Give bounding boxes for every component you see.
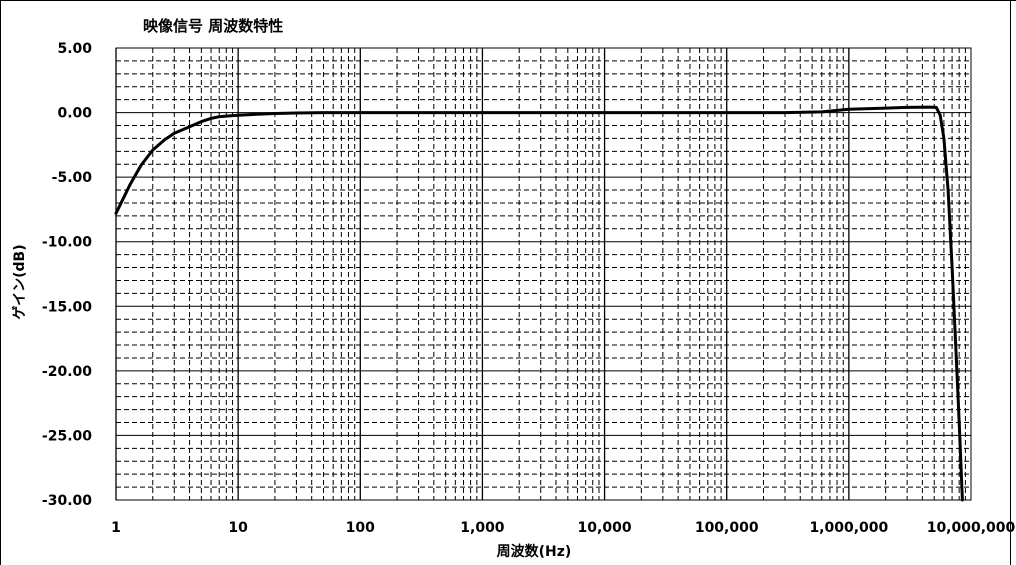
x-tick-label: 10,000 bbox=[578, 520, 632, 536]
grid-layer bbox=[115, 47, 971, 501]
y-tick-label: -20.00 bbox=[42, 364, 92, 380]
x-tick-label: 1,000 bbox=[460, 520, 505, 536]
series-line bbox=[114, 105, 964, 502]
x-tick-label: 10 bbox=[228, 520, 248, 536]
x-tick-label: 10,000,000 bbox=[927, 520, 1016, 536]
chart-title: 映像信号 周波数特性 bbox=[143, 17, 283, 35]
y-tick-label: -30.00 bbox=[42, 493, 92, 509]
y-axis-label: ゲイン(dB) bbox=[11, 244, 28, 319]
y-tick-label: -10.00 bbox=[42, 235, 92, 251]
x-axis-label: 周波数(Hz) bbox=[497, 543, 572, 560]
y-tick-label: 0.00 bbox=[57, 106, 92, 122]
y-tick-label: 5.00 bbox=[57, 41, 92, 57]
tick-labels: 5.00 0.00 -5.00 -10.00 -15.00 -20.00 -25.00 -30… bbox=[42, 41, 1016, 536]
x-tick-label: 100 bbox=[346, 520, 375, 536]
y-tick-label: -15.00 bbox=[42, 299, 92, 315]
x-tick-label: 100,000 bbox=[695, 520, 759, 536]
x-tick-label: 1,000,000 bbox=[809, 520, 888, 536]
y-tick-label: -5.00 bbox=[52, 170, 93, 186]
y-tick-label: -25.00 bbox=[42, 428, 92, 444]
plot-area-border bbox=[115, 47, 972, 501]
series-layer bbox=[114, 105, 964, 502]
x-tick-label: 1 bbox=[111, 520, 121, 536]
